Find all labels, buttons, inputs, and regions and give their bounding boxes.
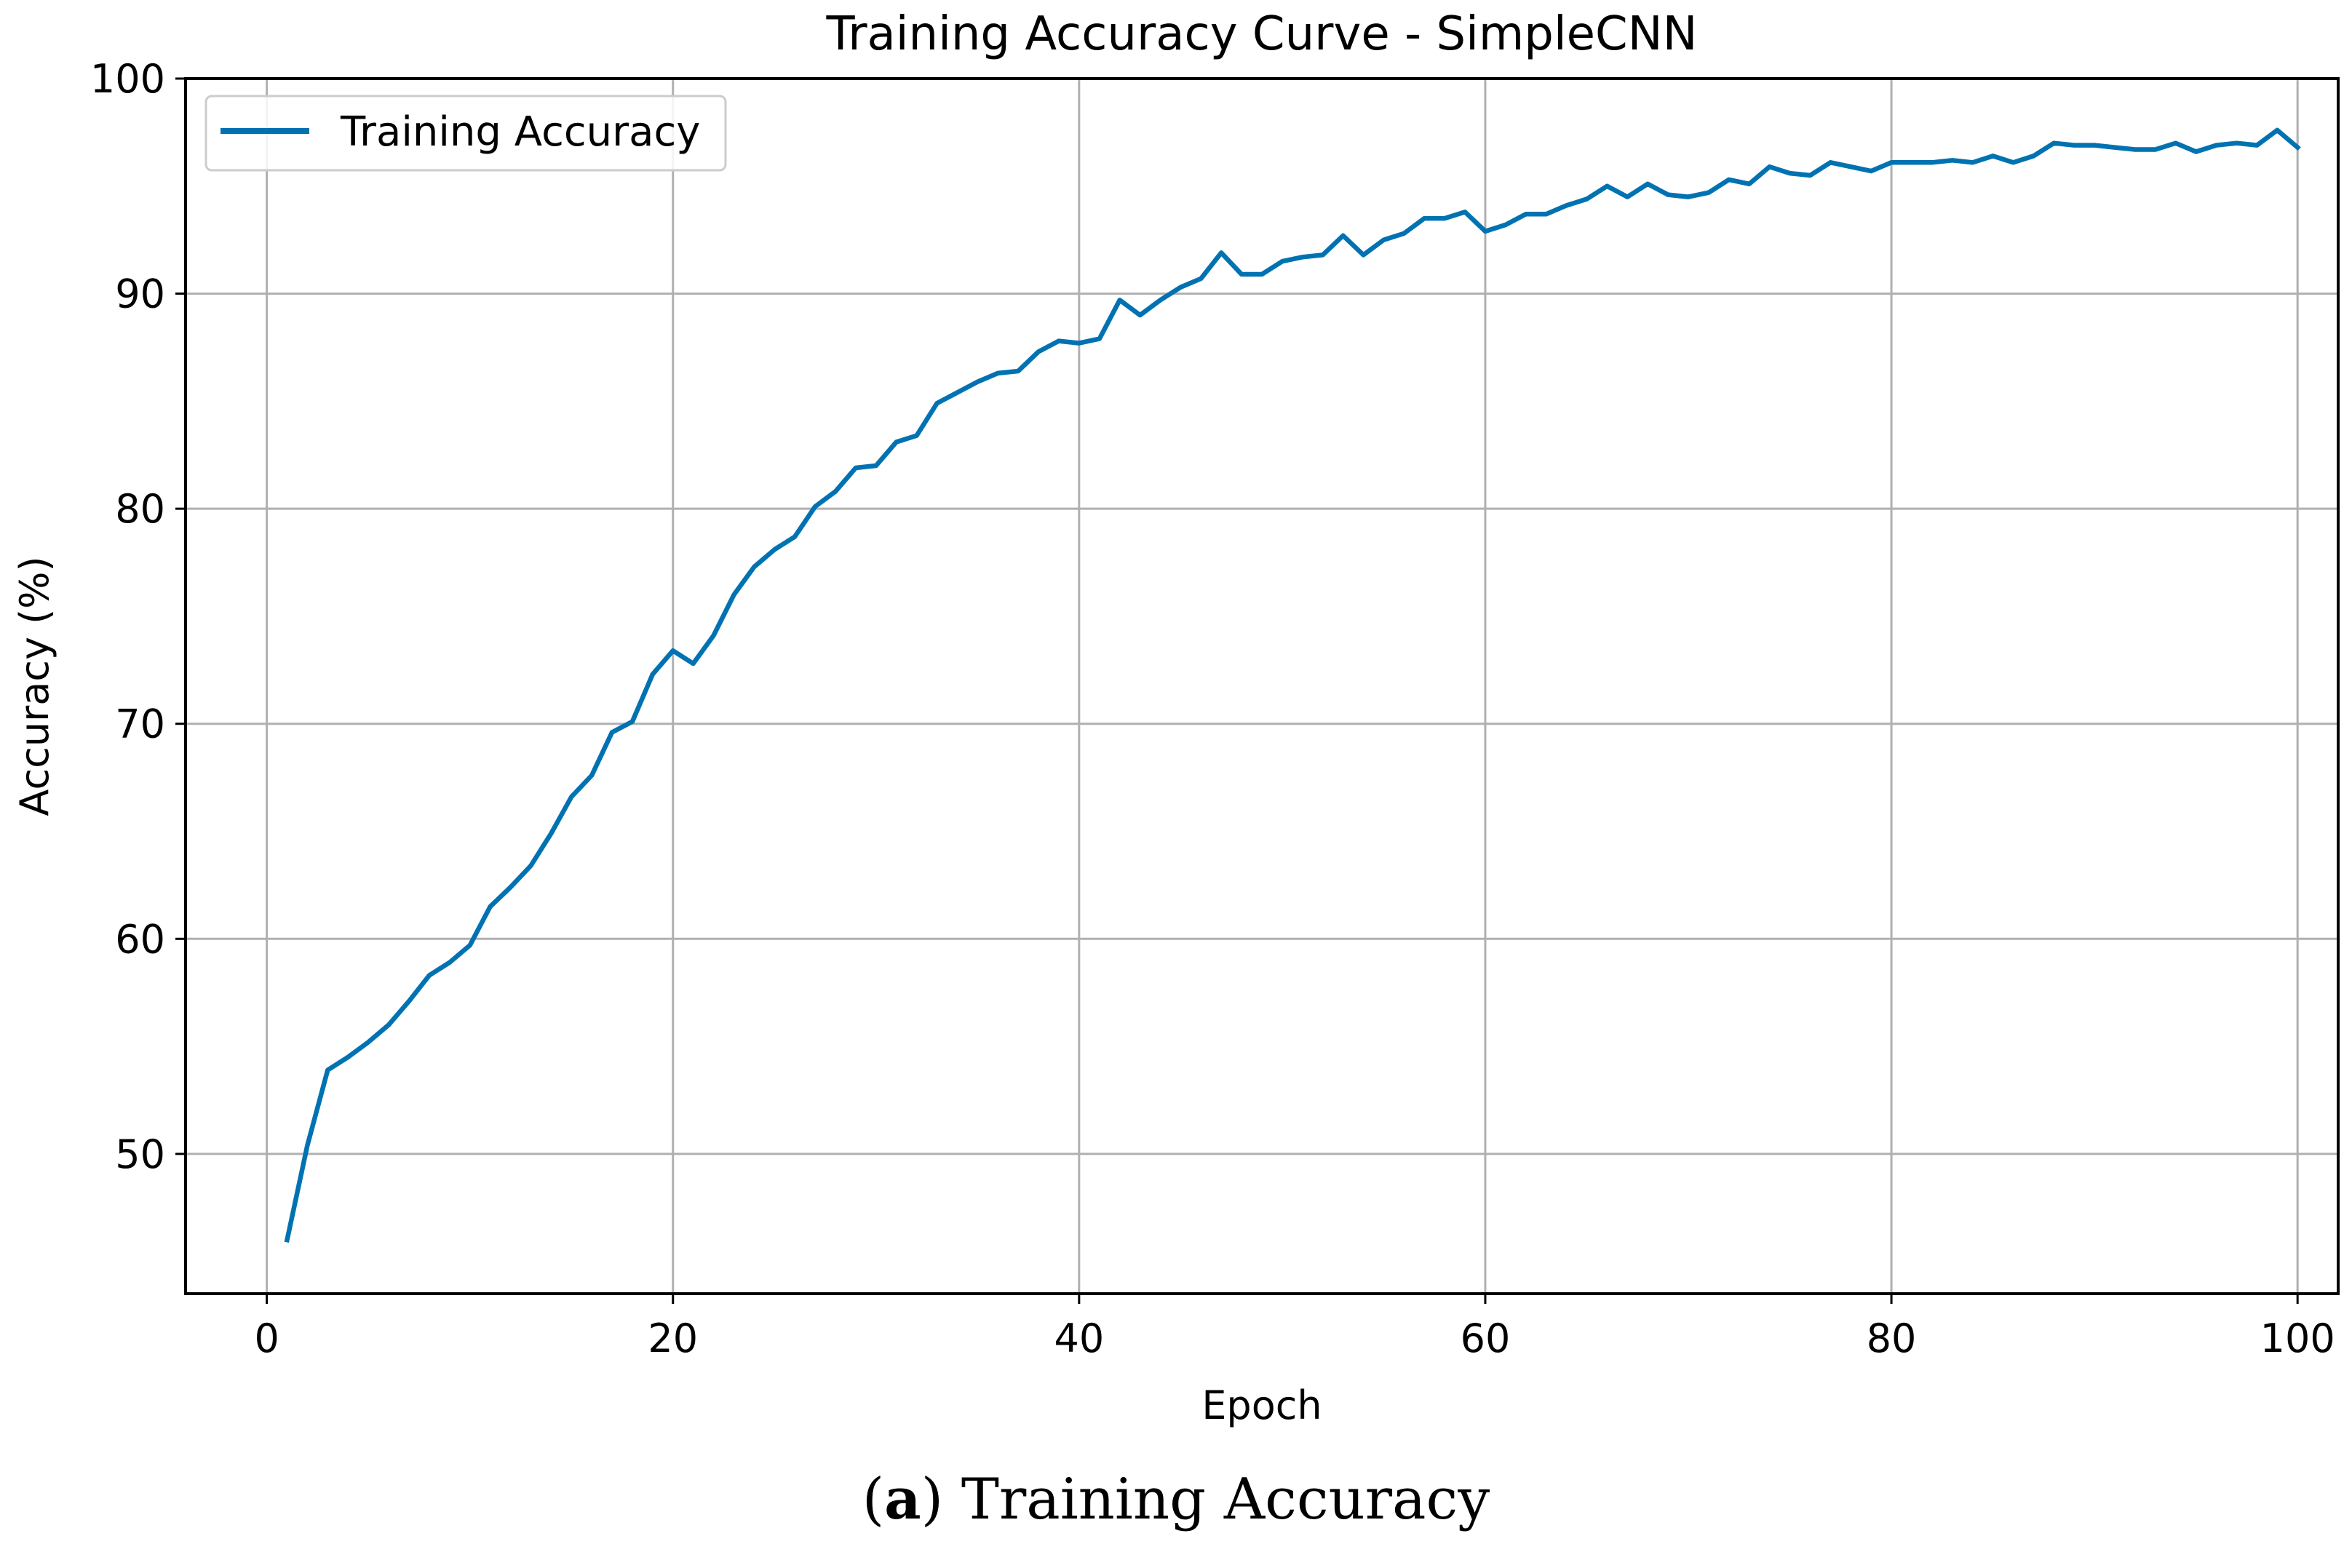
caption-label: (a) bbox=[862, 1466, 944, 1532]
y-tick-label: 80 bbox=[115, 486, 165, 532]
x-tick-label: 40 bbox=[1054, 1316, 1104, 1361]
x-tick-label: 60 bbox=[1461, 1316, 1511, 1361]
y-tick-label: 70 bbox=[115, 701, 165, 747]
grid-lines bbox=[186, 77, 2338, 1294]
y-tick-label: 50 bbox=[115, 1131, 165, 1177]
caption-label-letter: a bbox=[884, 1466, 921, 1532]
x-tick-label: 0 bbox=[254, 1316, 279, 1361]
y-axis-label: Accuracy (%) bbox=[12, 556, 57, 816]
legend: Training Accuracy bbox=[204, 95, 727, 172]
caption-text: Training Accuracy bbox=[961, 1467, 1490, 1532]
y-tick-label: 60 bbox=[115, 916, 165, 962]
x-axis-label: Epoch bbox=[1201, 1382, 1322, 1428]
series-layer bbox=[284, 127, 2301, 1243]
legend-box bbox=[204, 95, 727, 172]
legend-label: Training Accuracy bbox=[340, 108, 700, 156]
chart-title: Training Accuracy Curve - SimpleCNN bbox=[826, 7, 1698, 61]
y-tick-label: 90 bbox=[115, 271, 165, 317]
y-tick-label: 100 bbox=[90, 56, 165, 102]
axis-ticks: 0 20 40 60 80 100 50 60 70 80 90 100 bbox=[90, 56, 2335, 1361]
x-tick-label: 80 bbox=[1867, 1316, 1917, 1361]
series-line-training-accuracy bbox=[284, 127, 2301, 1243]
figure-caption: (a) Training Accuracy bbox=[0, 1471, 2352, 1529]
plot-frame bbox=[184, 77, 2340, 1295]
x-tick-label: 100 bbox=[2260, 1316, 2335, 1361]
training-accuracy-chart: 0 20 40 60 80 100 50 60 70 80 90 100 Training Accur… bbox=[12, 7, 2340, 1428]
x-tick-label: 20 bbox=[648, 1316, 698, 1361]
